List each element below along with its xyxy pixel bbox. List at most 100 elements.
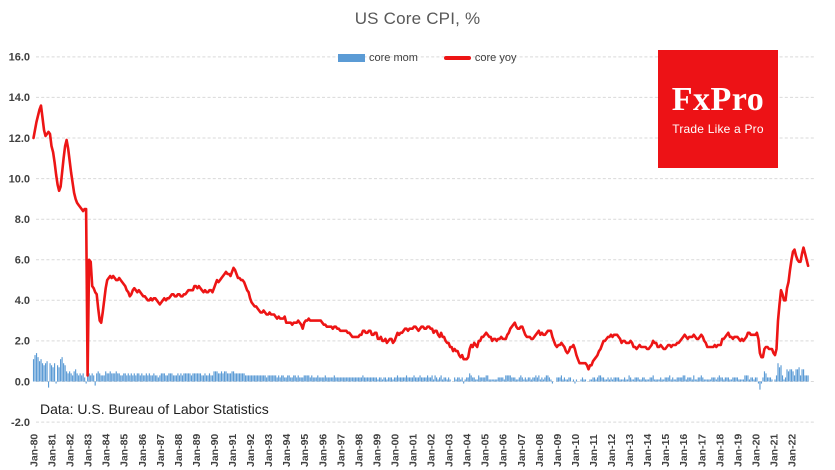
bar-core-mom (336, 377, 338, 382)
bar-core-mom (261, 375, 263, 382)
bar-core-mom (449, 379, 451, 382)
bar-core-mom (697, 377, 699, 382)
bar-core-mom (481, 377, 483, 382)
bar-core-mom (748, 379, 750, 382)
bar-core-mom (112, 373, 114, 382)
bar-core-mom (711, 377, 713, 382)
bar-core-mom (520, 375, 522, 382)
bar-core-mom (160, 373, 162, 382)
bar-core-mom (778, 367, 781, 382)
bar-core-mom (524, 377, 526, 382)
bar-core-mom (565, 379, 567, 382)
bar-core-mom (423, 377, 426, 382)
bar-core-mom (178, 375, 180, 382)
bar-core-mom (575, 379, 578, 382)
bar-core-mom (414, 377, 417, 382)
bar-core-mom (628, 375, 630, 382)
bar-core-mom (803, 369, 805, 382)
bar-core-mom (777, 363, 779, 382)
bar-core-mom (675, 379, 677, 382)
bar-core-mom (601, 377, 603, 382)
bar-core-mom (168, 373, 170, 382)
bar-core-mom (66, 371, 68, 382)
bar-core-mom (273, 375, 275, 382)
bar-core-mom (76, 373, 78, 382)
bar-core-mom (309, 377, 311, 382)
bar-core-mom (398, 377, 400, 382)
bar-core-mom (625, 379, 627, 382)
x-axis-tick-label: Jan-95 (299, 434, 311, 467)
bar-core-mom (103, 375, 105, 382)
bar-core-mom (235, 373, 238, 382)
bar-core-mom (54, 363, 56, 382)
bar-core-mom (667, 377, 669, 382)
bar-core-mom (399, 377, 402, 382)
bar-core-mom (654, 379, 656, 382)
bar-core-mom (308, 375, 310, 382)
bar-core-mom (589, 379, 591, 382)
bar-core-mom (88, 373, 90, 382)
bar-core-mom (461, 377, 463, 382)
bar-core-mom (306, 375, 308, 382)
bar-core-mom (696, 379, 698, 382)
bar-core-mom (417, 377, 420, 382)
bar-core-mom (93, 375, 95, 382)
bar-core-mom (234, 373, 236, 382)
bar-core-mom (738, 379, 740, 382)
bar-core-mom (458, 377, 460, 382)
bar-core-mom (248, 375, 250, 382)
bar-core-mom (759, 381, 761, 390)
bar-core-mom (445, 377, 447, 382)
bar-core-mom (82, 373, 84, 382)
bar-core-mom (562, 379, 564, 382)
bar-core-mom (317, 375, 319, 382)
bar-core-mom (757, 381, 760, 384)
bar-core-mom (500, 377, 502, 382)
bar-core-mom (762, 377, 764, 382)
legend-label-core-mom: core mom (369, 52, 418, 64)
bar-core-mom (730, 379, 732, 382)
bar-core-mom (201, 375, 203, 382)
bar-core-mom (784, 377, 787, 382)
bar-core-mom (354, 377, 356, 382)
bar-core-mom (727, 377, 729, 382)
bar-core-mom (487, 375, 489, 382)
bar-core-mom (806, 375, 808, 382)
bar-core-mom (690, 377, 692, 382)
bar-core-mom (183, 373, 185, 382)
bar-core-mom (760, 381, 763, 384)
bar-core-mom (801, 369, 803, 382)
bar-core-mom (541, 377, 543, 382)
bar-core-mom (401, 377, 403, 382)
bar-core-mom (205, 375, 208, 382)
bar-core-mom (195, 373, 197, 382)
line-swatch-icon (443, 56, 471, 60)
x-axis-tick-label: Jan-06 (498, 434, 510, 467)
x-axis-tick-label: Jan-20 (750, 434, 762, 467)
bar-core-mom (669, 375, 671, 382)
bar-core-mom (360, 377, 362, 382)
bar-core-mom (135, 375, 137, 382)
bar-core-mom (75, 369, 77, 382)
bar-core-mom (282, 375, 284, 382)
bar-core-mom (691, 379, 693, 382)
bar-core-mom (643, 377, 645, 382)
bar-core-mom (341, 377, 343, 382)
bar-core-mom (496, 379, 498, 382)
bar-core-mom (706, 379, 708, 382)
x-axis-tick-label: Jan-09 (552, 434, 564, 467)
bar-core-mom (136, 373, 138, 382)
bar-core-mom (605, 379, 608, 382)
bar-core-mom (40, 359, 42, 382)
bar-core-mom (413, 375, 415, 382)
bar-core-mom (434, 375, 436, 382)
bar-core-mom (374, 377, 376, 382)
bar-core-mom (180, 373, 182, 382)
x-axis-tick-label: Jan-99 (371, 434, 383, 467)
bar-core-mom (210, 375, 212, 382)
legend-label-core-yoy: core yoy (474, 52, 517, 64)
x-axis-tick-label: Jan-18 (714, 434, 726, 467)
bar-core-mom (133, 373, 135, 382)
bar-core-mom (87, 375, 89, 382)
x-axis-tick-label: Jan-85 (119, 434, 131, 467)
